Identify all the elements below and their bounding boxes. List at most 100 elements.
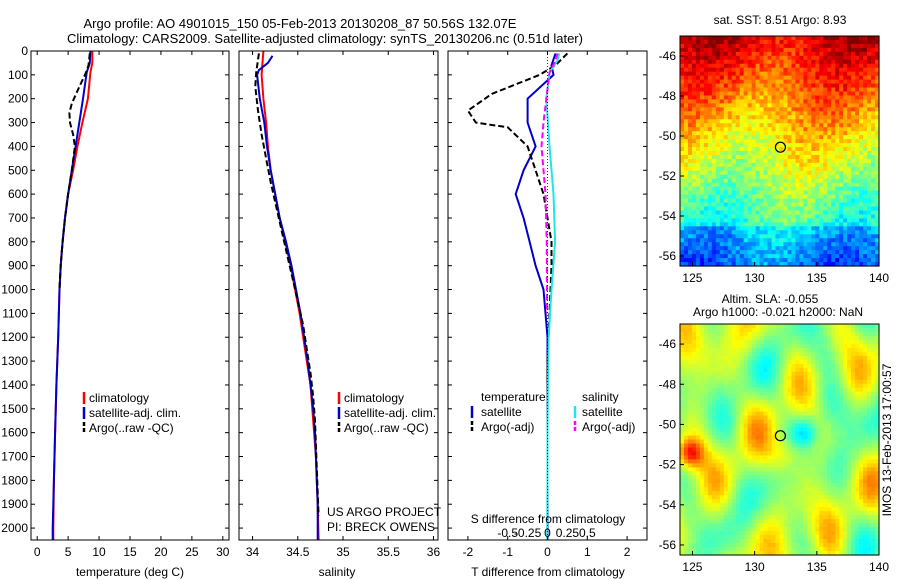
heatmap-cell <box>739 59 745 65</box>
heatmap-cell <box>783 395 789 401</box>
heatmap-cell <box>683 43 689 49</box>
heatmap-cell <box>691 327 697 333</box>
heatmap-cell <box>695 254 701 259</box>
heatmap-cell <box>783 107 789 112</box>
heatmap-cell <box>859 391 864 397</box>
heatmap-cell <box>763 158 769 164</box>
heatmap-cell <box>867 387 872 393</box>
heatmap-cell <box>871 443 876 449</box>
heatmap-cell <box>863 170 868 176</box>
heatmap-cell <box>735 119 741 124</box>
heatmap-cell <box>871 367 876 373</box>
heatmap-cell <box>791 435 797 441</box>
heatmap-cell <box>799 443 804 449</box>
heatmap-cell <box>859 246 864 251</box>
heatmap-cell <box>851 123 856 128</box>
heatmap-cell <box>843 327 848 333</box>
heatmap-cell <box>731 139 737 144</box>
heatmap-cell <box>683 423 689 429</box>
heatmap-cell <box>843 99 848 105</box>
heatmap-cell <box>751 182 757 188</box>
heatmap-cell <box>767 71 773 77</box>
heatmap-cell <box>759 343 765 349</box>
heatmap-cell <box>831 379 836 385</box>
heatmap-cell <box>787 415 793 421</box>
heatmap-cell <box>707 218 713 223</box>
heatmap-cell <box>747 119 753 124</box>
heatmap-cell <box>779 254 785 259</box>
heatmap-cell <box>747 343 753 349</box>
heatmap-cell <box>687 407 693 413</box>
heatmap-cell <box>819 407 824 413</box>
heatmap-cell <box>779 359 785 365</box>
heatmap-cell <box>683 347 689 353</box>
heatmap-cell <box>783 230 789 235</box>
heatmap-cell <box>819 131 824 136</box>
heatmap-cell <box>755 210 761 216</box>
heatmap-cell <box>835 111 840 116</box>
heatmap-cell <box>847 206 852 212</box>
heatmap-cell <box>680 198 685 204</box>
heatmap-cell <box>859 174 864 180</box>
heatmap-cell <box>867 226 872 231</box>
heatmap-cell <box>827 439 832 445</box>
heatmap-cell <box>839 234 844 239</box>
heatmap-cell <box>747 427 753 433</box>
heatmap-cell <box>763 343 769 349</box>
heatmap-cell <box>699 423 705 429</box>
heatmap-cell <box>779 391 785 397</box>
heatmap-cell <box>835 55 840 61</box>
heatmap-cell <box>759 151 765 156</box>
heatmap-cell <box>799 151 804 156</box>
heatmap-cell <box>695 99 701 105</box>
heatmap-cell <box>683 107 689 112</box>
heatmap-cell <box>791 210 797 216</box>
heatmap-cell <box>735 218 741 223</box>
heatmap-cell <box>743 83 749 89</box>
heatmap-cell <box>680 111 685 116</box>
heatmap-cell <box>819 178 824 184</box>
heatmap-cell <box>775 371 781 377</box>
heatmap-cell <box>851 403 856 409</box>
heatmap-cell <box>719 254 725 259</box>
heatmap-cell <box>863 324 868 329</box>
heatmap-cell <box>831 147 836 152</box>
heatmap-cell <box>687 194 693 200</box>
heatmap-cell <box>791 194 797 200</box>
heatmap-cell <box>863 71 868 77</box>
heatmap-cell <box>795 371 800 377</box>
heatmap-cell <box>863 127 868 132</box>
heatmap-cell <box>831 359 836 365</box>
heatmap-cell <box>703 258 709 263</box>
heatmap-cell <box>747 170 753 176</box>
heatmap-cell <box>843 39 848 45</box>
heatmap-cell <box>771 67 777 73</box>
heatmap-cell <box>755 258 761 263</box>
heatmap-cell <box>823 154 828 160</box>
heatmap-cell <box>771 190 777 196</box>
heatmap-cell <box>687 242 693 247</box>
heatmap-cell <box>727 379 733 385</box>
x-tick-label: 36 <box>427 545 441 559</box>
heatmap-cell <box>731 170 737 176</box>
heatmap-cell <box>799 238 804 243</box>
heatmap-cell <box>731 363 737 369</box>
heatmap-cell <box>839 407 844 413</box>
heatmap-cell <box>767 39 773 45</box>
heatmap-cell <box>827 36 832 41</box>
heatmap-cell <box>863 371 868 377</box>
heatmap-cell <box>727 230 733 235</box>
heatmap-cell <box>735 151 741 156</box>
heatmap-cell <box>735 87 741 93</box>
heatmap-cell <box>715 127 721 132</box>
heatmap-cell <box>791 162 797 168</box>
heatmap-cell <box>755 395 761 401</box>
heatmap-cell <box>751 327 757 333</box>
heatmap-cell <box>783 359 789 365</box>
heatmap-cell <box>859 254 864 259</box>
legend-temperature-argo: Argo(-adj) <box>481 420 534 434</box>
heatmap-cell <box>779 250 785 255</box>
heatmap-cell <box>767 427 773 433</box>
heatmap-cell <box>855 262 860 267</box>
heatmap-cell <box>787 331 793 337</box>
